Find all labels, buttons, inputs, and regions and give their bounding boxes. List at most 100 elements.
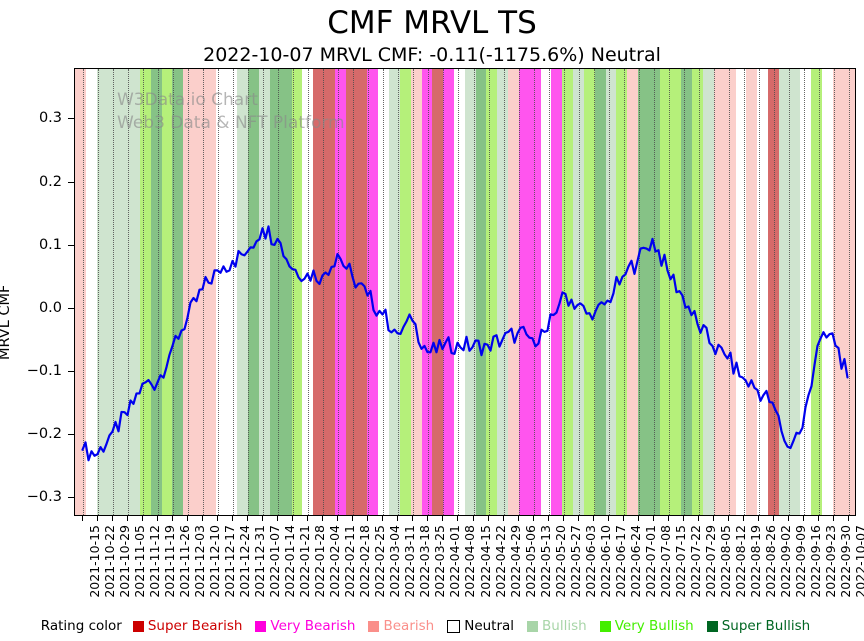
x-tick-mark <box>622 516 624 521</box>
gridline <box>353 69 355 515</box>
legend-item-label: Super Bullish <box>721 618 811 634</box>
legend-item-label: Very Bullish <box>614 618 694 634</box>
x-tick-label: 2022-05-27 <box>567 525 583 598</box>
x-tick-label: 2022-07-15 <box>673 525 689 598</box>
legend-item[interactable]: Neutral <box>447 618 514 634</box>
legend-item[interactable]: Super Bullish <box>706 618 811 634</box>
y-tick-mark <box>68 244 74 246</box>
legend-item[interactable]: Bullish <box>527 618 587 634</box>
legend-item[interactable]: Very Bearish <box>255 618 355 634</box>
gridline <box>548 69 550 515</box>
x-tick-mark <box>637 516 639 521</box>
x-tick-label: 2022-07-01 <box>642 525 658 598</box>
rating-band <box>529 69 541 515</box>
x-tick-label: 2022-02-11 <box>342 525 358 598</box>
gridline <box>774 69 776 515</box>
x-tick-label: 2022-04-29 <box>507 525 523 598</box>
rating-band <box>692 69 704 515</box>
legend-title: Rating color <box>40 618 122 634</box>
x-tick-mark <box>502 516 504 521</box>
x-tick-mark <box>337 516 339 521</box>
x-tick-label: 2022-06-10 <box>597 525 613 598</box>
legend-item[interactable]: Super Bearish <box>132 618 243 634</box>
legend-swatch-icon <box>706 620 718 632</box>
legend-item[interactable]: Very Bullish <box>599 618 694 634</box>
x-tick-label: 2021-10-29 <box>116 525 132 598</box>
x-tick-label: 2021-11-12 <box>146 525 162 598</box>
x-tick-label: 2022-01-28 <box>312 525 328 598</box>
gridline <box>413 69 415 515</box>
gridline <box>804 69 806 515</box>
x-tick-label: 2022-05-06 <box>522 525 538 598</box>
gridline <box>172 69 174 515</box>
x-tick-label: 2022-03-04 <box>387 525 403 598</box>
legend: Rating color Super Bearish Very Bearish Be… <box>0 614 864 638</box>
gridline <box>247 69 249 515</box>
x-tick-mark <box>833 516 835 521</box>
rating-band <box>843 69 855 515</box>
gridline <box>443 69 445 515</box>
x-tick-mark <box>668 516 670 521</box>
rating-band <box>800 69 812 515</box>
gridline <box>759 69 761 515</box>
gridline <box>232 69 234 515</box>
rating-band <box>204 69 216 515</box>
x-tick-mark <box>126 516 128 521</box>
x-tick-mark <box>261 516 263 521</box>
x-tick-mark <box>322 516 324 521</box>
rating-band <box>551 69 563 515</box>
gridline <box>608 69 610 515</box>
gridline <box>278 69 280 515</box>
rating-band <box>497 69 509 515</box>
rating-band <box>129 69 140 515</box>
legend-item-label: Super Bearish <box>147 618 243 634</box>
x-tick-label: 2022-08-26 <box>763 525 779 598</box>
rating-band <box>832 69 844 515</box>
y-tick-label: 0.0 <box>38 299 62 316</box>
x-tick-mark <box>141 516 143 521</box>
legend-item-label: Very Bearish <box>270 618 356 634</box>
legend-item-label: Neutral <box>464 618 515 634</box>
gridline <box>428 69 430 515</box>
y-tick-label: −0.3 <box>26 489 62 506</box>
rating-band <box>96 69 108 515</box>
gridline <box>398 69 400 515</box>
x-tick-label: 2022-01-14 <box>282 525 298 598</box>
rating-band <box>172 69 184 515</box>
x-tick-mark <box>292 516 294 521</box>
x-tick-label: 2021-12-03 <box>191 525 207 598</box>
rating-band <box>735 69 747 515</box>
rating-band <box>573 69 584 515</box>
x-tick-label: 2021-12-10 <box>206 525 222 598</box>
x-tick-label: 2022-09-09 <box>793 525 809 598</box>
y-tick-label: −0.2 <box>26 425 62 442</box>
x-tick-label: 2022-04-15 <box>477 525 493 598</box>
legend-item[interactable]: Bearish <box>368 618 434 634</box>
rating-band <box>139 69 151 515</box>
gridline <box>503 69 505 515</box>
x-tick-label: 2022-08-19 <box>748 525 764 598</box>
rating-band <box>161 69 173 515</box>
legend-swatch-icon <box>599 620 611 632</box>
gridline <box>669 69 671 515</box>
rating-band <box>248 69 260 515</box>
gridline <box>729 69 731 515</box>
page-title: CMF MRVL TS <box>327 5 537 41</box>
gridline <box>849 69 851 515</box>
x-tick-mark <box>517 516 519 521</box>
gridline <box>834 69 836 515</box>
rating-band <box>443 69 454 515</box>
x-tick-label: 2022-07-29 <box>703 525 719 598</box>
x-tick-mark <box>472 516 474 521</box>
gridline <box>638 69 640 515</box>
gridline <box>593 69 595 515</box>
gridline-layer <box>75 69 855 515</box>
x-tick-label: 2022-01-21 <box>297 525 313 598</box>
rating-band <box>269 69 281 515</box>
x-tick-mark <box>186 516 188 521</box>
x-tick-mark <box>577 516 579 521</box>
rating-band <box>367 69 379 515</box>
gridline <box>563 69 565 515</box>
y-tick-label: 0.1 <box>38 236 62 253</box>
gridline <box>458 69 460 515</box>
